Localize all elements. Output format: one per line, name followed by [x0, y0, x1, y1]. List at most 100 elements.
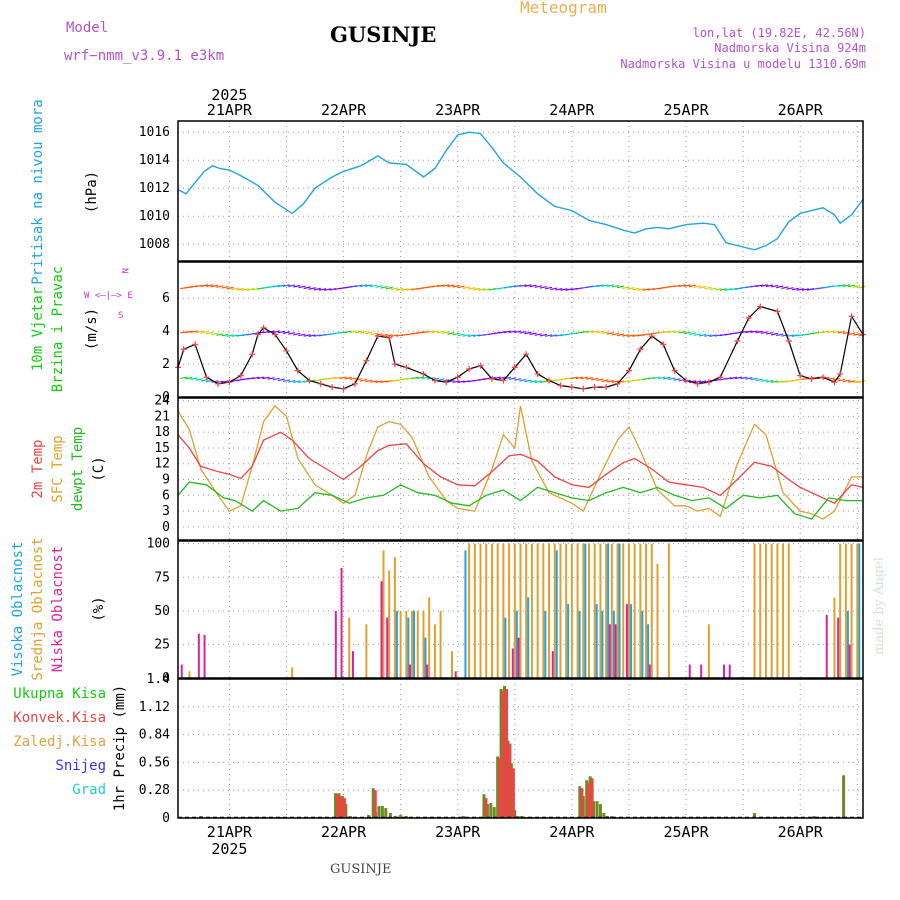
wind-barb — [652, 376, 661, 380]
wind-barb — [724, 288, 732, 291]
wind-barb — [452, 332, 460, 336]
precip-bar — [590, 778, 594, 818]
wind-barb — [421, 330, 429, 334]
wind-barb — [272, 377, 280, 381]
precip-bar — [516, 816, 520, 818]
wind-barb — [570, 376, 578, 380]
footer-station: GUSINJE — [330, 862, 392, 877]
wind-barb — [632, 334, 640, 337]
wind-barb — [457, 333, 465, 337]
wind-barb — [365, 284, 373, 287]
wind-barb — [339, 376, 347, 380]
wind-barb — [534, 285, 542, 288]
wind-barb — [837, 378, 846, 382]
wind-barb — [606, 379, 614, 383]
wind-barb — [329, 376, 337, 380]
wind-barb — [750, 377, 758, 381]
wind-barb — [457, 285, 465, 289]
precip-bar — [587, 783, 591, 818]
wind-barb — [216, 285, 224, 288]
wind-barb — [472, 287, 481, 291]
wind-speed-marker — [237, 372, 244, 379]
wind-barb — [709, 334, 717, 338]
wind-barb — [180, 376, 188, 380]
wind-barb — [514, 330, 522, 334]
wind-barb — [621, 334, 630, 337]
wind-barb — [524, 284, 532, 287]
panel-frame — [177, 678, 864, 819]
precip-bar — [753, 813, 757, 818]
dewpt-temp-line — [177, 481, 863, 520]
wind-barb — [745, 330, 753, 334]
wind-speed-marker — [774, 308, 781, 315]
wind-barb — [431, 330, 440, 334]
precip-bar — [496, 756, 500, 818]
y-tick-label: 0.84 — [139, 728, 170, 743]
temp-unit: (C) — [91, 456, 107, 481]
wind-barb — [226, 286, 234, 290]
wind-barb — [637, 288, 645, 291]
precip-legend-label: Grad — [72, 782, 106, 798]
wind-speed-marker — [797, 372, 804, 379]
precip-bar — [602, 813, 606, 818]
x-tick-label-bottom: 26APR — [778, 823, 824, 841]
wind-barb — [760, 379, 768, 382]
wind-barb — [770, 284, 779, 288]
wind-barb — [288, 284, 296, 288]
y-tick-label: 6 — [162, 488, 170, 503]
wind-barb — [344, 330, 352, 334]
wind-speed-marker — [340, 385, 347, 392]
wind-speed-marker — [671, 367, 678, 374]
wind-barb — [647, 376, 655, 380]
x-tick-label-bottom: 24APR — [549, 823, 595, 841]
wind-speed-marker — [317, 380, 324, 387]
wind-speed-line — [177, 305, 864, 390]
wind-barb — [673, 330, 681, 334]
wind-barb — [724, 377, 732, 380]
wind-barb — [472, 334, 481, 337]
precip-bar — [342, 798, 346, 818]
wind-barb — [257, 376, 265, 380]
wind-barb — [529, 284, 537, 288]
wind-barb — [262, 330, 270, 334]
wind-barb — [452, 284, 460, 288]
wind-speed-marker — [660, 341, 667, 348]
wind-barb — [837, 330, 846, 334]
cloud-high-title: Visoka Oblacnost — [10, 542, 26, 677]
wind-barb — [221, 333, 229, 337]
y-tick-label: 0 — [162, 390, 170, 405]
wind-barb — [765, 284, 774, 288]
wind-barb — [601, 331, 609, 334]
wind-speed-marker — [226, 379, 233, 386]
wind-barb — [550, 334, 558, 338]
x-tick-label-bottom: 25APR — [663, 823, 709, 841]
wind-speed-marker — [403, 364, 410, 371]
wind-barb — [668, 330, 676, 334]
precip-bar — [489, 803, 493, 818]
precip-bar — [498, 758, 502, 818]
wind-barb — [236, 288, 244, 291]
wind-speed-marker — [420, 370, 427, 377]
wind-speed-marker — [637, 346, 644, 353]
wind-speed-marker — [625, 367, 632, 374]
wind-speed-marker — [254, 331, 261, 338]
wind-speed-marker — [683, 377, 690, 384]
wind-barb — [298, 333, 306, 337]
wind-barb — [796, 288, 804, 291]
station-title: GUSINJE — [330, 22, 437, 47]
wind-barb — [539, 333, 548, 337]
wind-barb — [308, 334, 316, 338]
wind-barb — [606, 284, 614, 288]
wind-barb — [498, 376, 506, 380]
y-tick-label: 50 — [154, 604, 170, 619]
wind-barb — [755, 378, 763, 382]
precip-bar — [842, 775, 846, 818]
wind-barb — [853, 333, 861, 336]
wind-barb — [503, 330, 512, 334]
wind-barb — [205, 331, 214, 335]
wind-speed-marker — [272, 331, 279, 338]
wind-speed-marker — [180, 346, 187, 353]
wind-speed-marker — [306, 377, 313, 384]
pressure-title: Pritisak na nivou mora — [30, 99, 46, 284]
